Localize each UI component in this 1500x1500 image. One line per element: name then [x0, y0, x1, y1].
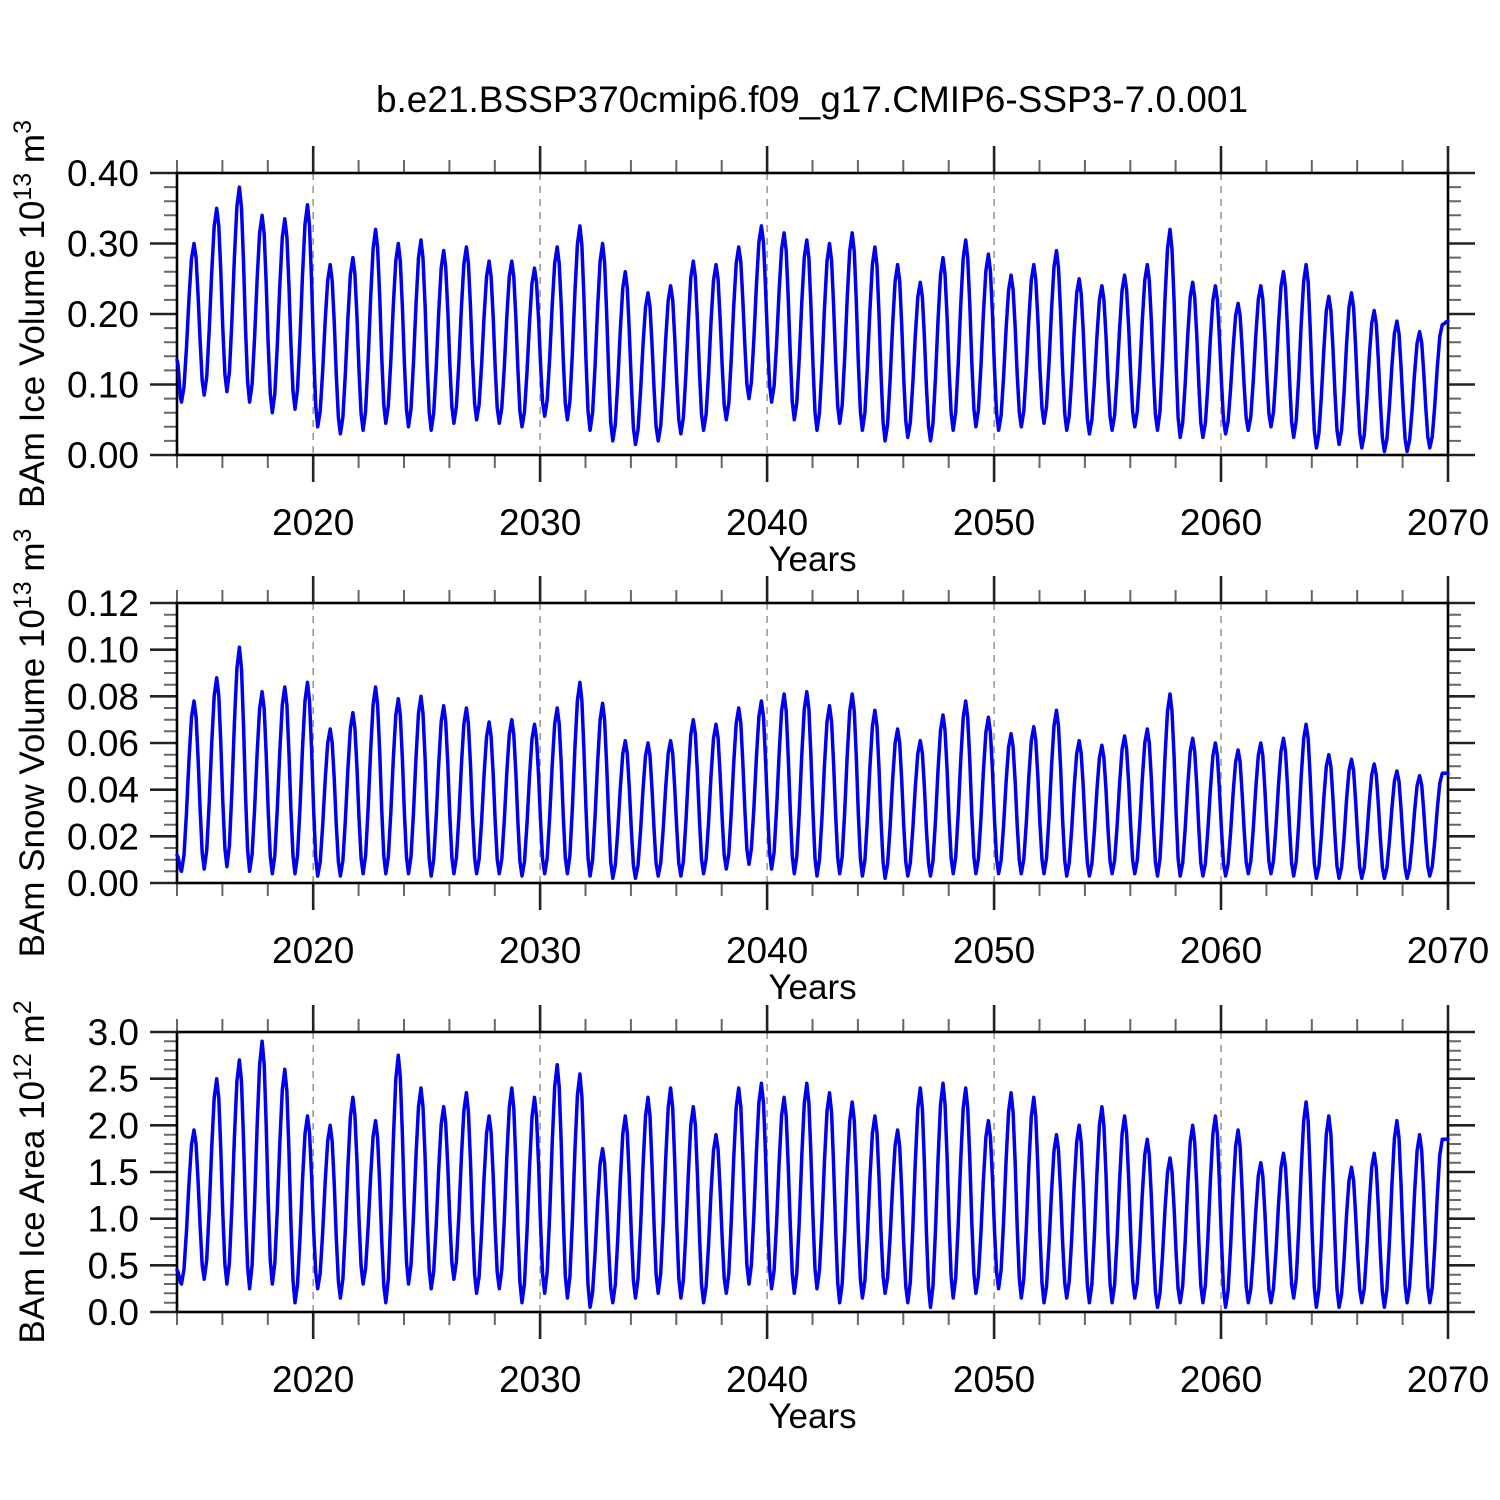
chart-title: b.e21.BSSP370cmip6.f09_g17.CMIP6-SSP3-7.… — [376, 79, 1248, 120]
y-axis-title: BAm Ice Area 1012​ m2​ — [9, 1000, 52, 1343]
y-tick-label: 0.02 — [67, 816, 139, 857]
y-tick-label: 0.00 — [67, 435, 139, 476]
x-tick-label: 2040 — [726, 1359, 808, 1400]
x-tick-label: 2060 — [1180, 1359, 1262, 1400]
x-tick-label: 2050 — [953, 502, 1035, 543]
minor-ticks — [164, 590, 1461, 896]
data-line — [175, 645, 1450, 881]
x-tick-label: 2070 — [1407, 930, 1489, 971]
x-tick-label: 2040 — [726, 502, 808, 543]
y-tick-label: 0.10 — [67, 630, 139, 671]
x-tick-label: 2070 — [1407, 502, 1489, 543]
x-axis-title: Years — [768, 1397, 856, 1436]
x-tick-label: 2020 — [272, 930, 354, 971]
x-tick-label: 2020 — [272, 502, 354, 543]
x-tick-label: 2060 — [1180, 930, 1262, 971]
data-line — [175, 185, 1450, 454]
y-tick-label: 0.00 — [67, 863, 139, 904]
y-tick-label: 0.12 — [67, 583, 139, 624]
x-tick-label: 2050 — [953, 1359, 1035, 1400]
y-tick-label: 1.0 — [88, 1199, 139, 1240]
y-tick-label: 3.0 — [88, 1012, 139, 1053]
data-line — [175, 1039, 1450, 1310]
y-tick-label: 2.5 — [88, 1059, 139, 1100]
minor-ticks — [164, 160, 1461, 468]
y-tick-label: 0.08 — [67, 676, 139, 717]
panel-snow_volume: 0.00 0.02 0.04 0.06 0.08 0.10 0.12 2020 2030 2040… — [9, 529, 1489, 1007]
x-tick-label: 2020 — [272, 1359, 354, 1400]
panels-group: 0.00 0.10 0.20 0.30 0.40 2020 2030 2040 2050 2060… — [9, 120, 1489, 1436]
y-tick-label: 0.06 — [67, 723, 139, 764]
y-tick-label: 0.0 — [88, 1292, 139, 1333]
x-axis-title: Years — [768, 968, 856, 1007]
major-ticks — [150, 576, 1475, 910]
y-tick-label: 0.30 — [67, 224, 139, 265]
y-tick-label: 0.04 — [67, 770, 139, 811]
plot-frame — [175, 1030, 1450, 1314]
y-tick-label: 1.5 — [88, 1152, 139, 1193]
x-tick-label: 2030 — [499, 1359, 581, 1400]
x-tick-label: 2060 — [1180, 502, 1262, 543]
panel-ice_area: 0.0 0.5 1.0 1.5 2.0 2.5 3.0 2020 2030 2040 2050 206… — [9, 1000, 1489, 1436]
panel-ice_volume: 0.00 0.10 0.20 0.30 0.40 2020 2030 2040 2050 2060… — [9, 120, 1489, 579]
y-axis-title: BAm Snow Volume 1013​ m3​ — [9, 529, 52, 958]
x-tick-label: 2030 — [499, 930, 581, 971]
y-tick-label: 0.20 — [67, 294, 139, 335]
y-tick-label: 0.10 — [67, 365, 139, 406]
y-tick-label: 0.5 — [88, 1245, 139, 1286]
y-axis-title: BAm Ice Volume 1013​ m3​ — [9, 120, 52, 508]
major-ticks — [150, 146, 1475, 482]
x-tick-label: 2030 — [499, 502, 581, 543]
minor-ticks — [164, 1019, 1461, 1325]
y-tick-label: 0.40 — [67, 153, 139, 194]
y-tick-label: 2.0 — [88, 1105, 139, 1146]
x-tick-label: 2040 — [726, 930, 808, 971]
x-axis-title: Years — [768, 540, 856, 579]
x-tick-label: 2050 — [953, 930, 1035, 971]
x-tick-label: 2070 — [1407, 1359, 1489, 1400]
plot-frame — [175, 601, 1450, 885]
plot-frame — [175, 171, 1450, 457]
major-ticks — [150, 1005, 1475, 1339]
